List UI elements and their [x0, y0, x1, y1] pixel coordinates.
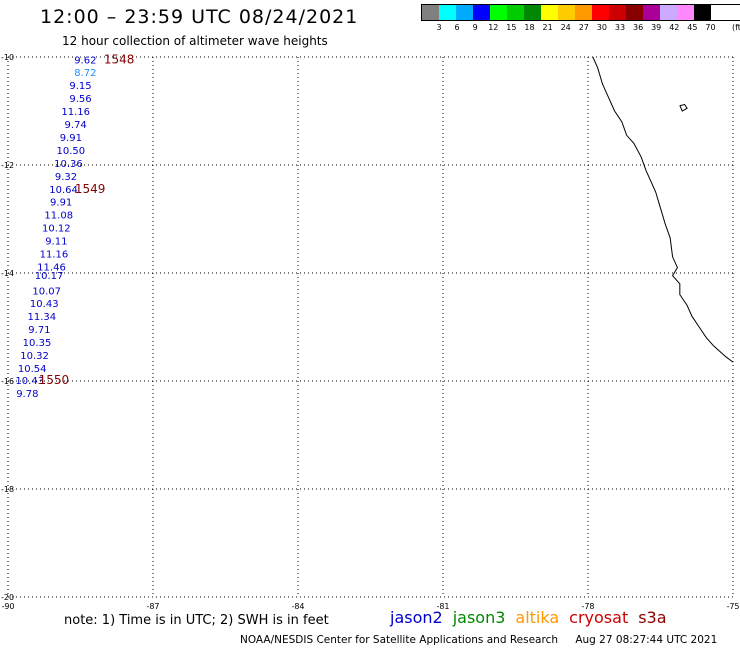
map-subtitle: 12 hour collection of altimeter wave hei… [62, 34, 328, 48]
wave-height-label: 9.56 [69, 94, 91, 105]
legend-swatch [575, 5, 592, 20]
lat-tick-label: -16 [1, 377, 14, 386]
coastline [592, 56, 734, 363]
legend-tick-label: 12 [488, 23, 499, 32]
lon-tick-label: -84 [291, 602, 304, 611]
legend-tick-label: 24 [560, 23, 571, 32]
pass-time-label: 1549 [75, 182, 106, 196]
lon-tick-label: -78 [581, 602, 594, 611]
legend-tick-label: 9 [472, 23, 478, 32]
legend-tick-label: 18 [524, 23, 535, 32]
satellite-altika: altika [515, 608, 560, 627]
legend-swatch [558, 5, 575, 20]
footer-note: note: 1) Time is in UTC; 2) SWH is in fe… [64, 613, 329, 628]
pass-time-label: 1550 [39, 373, 70, 387]
footer-credit: NOAA/NESDIS Center for Satellite Applica… [240, 634, 717, 646]
map-title: 12:00 – 23:59 UTC 08/24/2021 [40, 6, 359, 28]
lon-tick-label: -87 [146, 602, 159, 611]
legend-swatch [473, 5, 490, 20]
legend-tick-label: 15 [506, 23, 517, 32]
wave-height-label: 11.16 [40, 250, 69, 261]
satellite-s3a: s3a [638, 608, 667, 627]
legend-tick-label: 27 [578, 23, 589, 32]
legend-tick-label: 36 [633, 23, 644, 32]
legend-swatch [660, 5, 677, 20]
wave-height-label: 9.62 [74, 56, 96, 67]
wave-height-label: 9.11 [45, 237, 67, 248]
wave-height-label: 10.43 [30, 299, 59, 310]
wave-height-label: 9.32 [55, 172, 77, 183]
wave-height-label: 11.16 [61, 107, 90, 118]
legend-swatch [507, 5, 524, 20]
wave-height-label: 9.15 [69, 81, 91, 92]
satellite-jason2: jason2 [390, 608, 443, 627]
lon-tick-label: -75 [726, 602, 739, 611]
credit-text: NOAA/NESDIS Center for Satellite Applica… [240, 634, 558, 646]
island-outline [679, 103, 688, 112]
wave-height-label: 10.07 [32, 286, 61, 297]
wave-height-label: 10.64 [49, 185, 78, 196]
wave-height-label: 11.34 [28, 312, 57, 323]
legend-swatch [694, 5, 711, 20]
legend-swatch [422, 5, 439, 20]
wave-height-label: 9.71 [28, 325, 50, 336]
legend-swatches [421, 4, 740, 21]
wave-height-label: 10.43 [15, 376, 44, 387]
legend-swatch [541, 5, 558, 20]
legend-swatch [456, 5, 473, 20]
legend-tick-label: 30 [596, 23, 607, 32]
wave-height-label: 11.46 [37, 263, 66, 274]
lat-tick-label: -14 [1, 269, 14, 278]
lat-tick-label: -20 [1, 593, 14, 602]
wave-height-label: 10.54 [18, 364, 47, 375]
lat-tick-label: -12 [1, 161, 14, 170]
legend-swatch [524, 5, 541, 20]
wave-height-label: 8.72 [74, 68, 96, 79]
legend-unit: (ft) [732, 23, 740, 32]
legend-swatch [643, 5, 660, 20]
wave-height-label: 11.08 [44, 211, 73, 222]
legend-swatch [490, 5, 507, 20]
wave-height-label: 10.50 [57, 146, 86, 157]
legend-swatch [592, 5, 609, 20]
satellite-cryosat: cryosat [569, 608, 629, 627]
legend-swatch [677, 5, 694, 20]
legend-swatch [626, 5, 643, 20]
lat-tick-label: -10 [1, 53, 14, 62]
legend-tick-label: 33 [614, 23, 626, 32]
wave-height-label: 9.74 [65, 120, 87, 131]
wave-height-label: 10.12 [42, 224, 71, 235]
wave-height-label: 9.91 [60, 133, 82, 144]
wave-height-label: 9.91 [50, 198, 72, 209]
satellite-jason3: jason3 [452, 608, 506, 627]
wave-height-label: 10.32 [20, 351, 49, 362]
wave-height-label: 9.78 [16, 389, 38, 400]
lat-tick-label: -18 [1, 485, 14, 494]
lon-tick-label: -81 [436, 602, 449, 611]
pass-time-label: 1548 [104, 53, 135, 67]
wave-height-label: 10.17 [35, 271, 64, 282]
legend-tick-label: 21 [542, 23, 553, 32]
legend-tick-label: 42 [669, 23, 680, 32]
legend-tick-label: 6 [454, 23, 460, 32]
generation-timestamp: Aug 27 08:27:44 UTC 2021 [575, 634, 718, 646]
wave-height-label: 10.35 [23, 338, 52, 349]
lon-tick-label: -90 [1, 602, 14, 611]
legend-tick-label: 39 [651, 23, 662, 32]
legend-swatch [439, 5, 456, 20]
wave-height-label: 10.36 [54, 159, 83, 170]
satellite-legend: jason2 jason3 altika cryosat s3a [390, 608, 677, 627]
legend-tick-label: 45 [687, 23, 698, 32]
legend-tick-label: 3 [436, 23, 442, 32]
legend-swatch [609, 5, 626, 20]
legend-tick-label: 70 [705, 23, 716, 32]
